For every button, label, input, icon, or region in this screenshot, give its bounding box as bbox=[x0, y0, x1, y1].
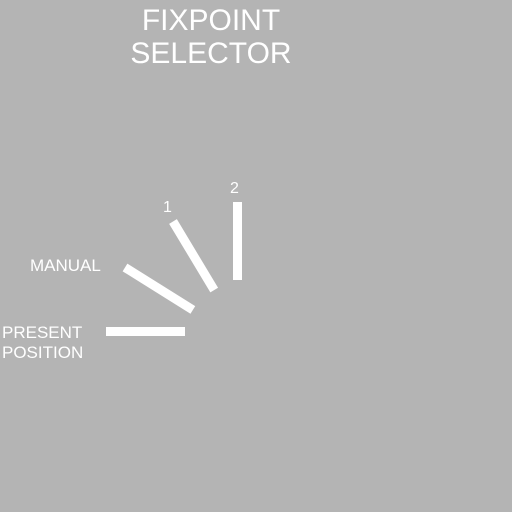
position-2-label: 2 bbox=[230, 180, 239, 197]
present-position-label: PRESENT POSITION bbox=[2, 323, 83, 363]
position-1-label: 1 bbox=[163, 199, 172, 216]
manual-label: MANUAL bbox=[30, 256, 101, 275]
title-line-2: SELECTOR bbox=[130, 37, 292, 70]
title-line-1: FIXPOINT bbox=[141, 4, 281, 37]
present-position-label-line-2: POSITION bbox=[2, 343, 84, 362]
manual-selector-tick[interactable] bbox=[122, 263, 196, 314]
panel-title: FIXPOINT SELECTOR bbox=[0, 4, 422, 70]
present-position-label-line-1: PRESENT bbox=[2, 323, 83, 342]
present-position-selector-tick[interactable] bbox=[106, 327, 185, 336]
position-2-selector-tick[interactable] bbox=[233, 202, 242, 280]
position-1-selector-tick[interactable] bbox=[169, 219, 219, 293]
